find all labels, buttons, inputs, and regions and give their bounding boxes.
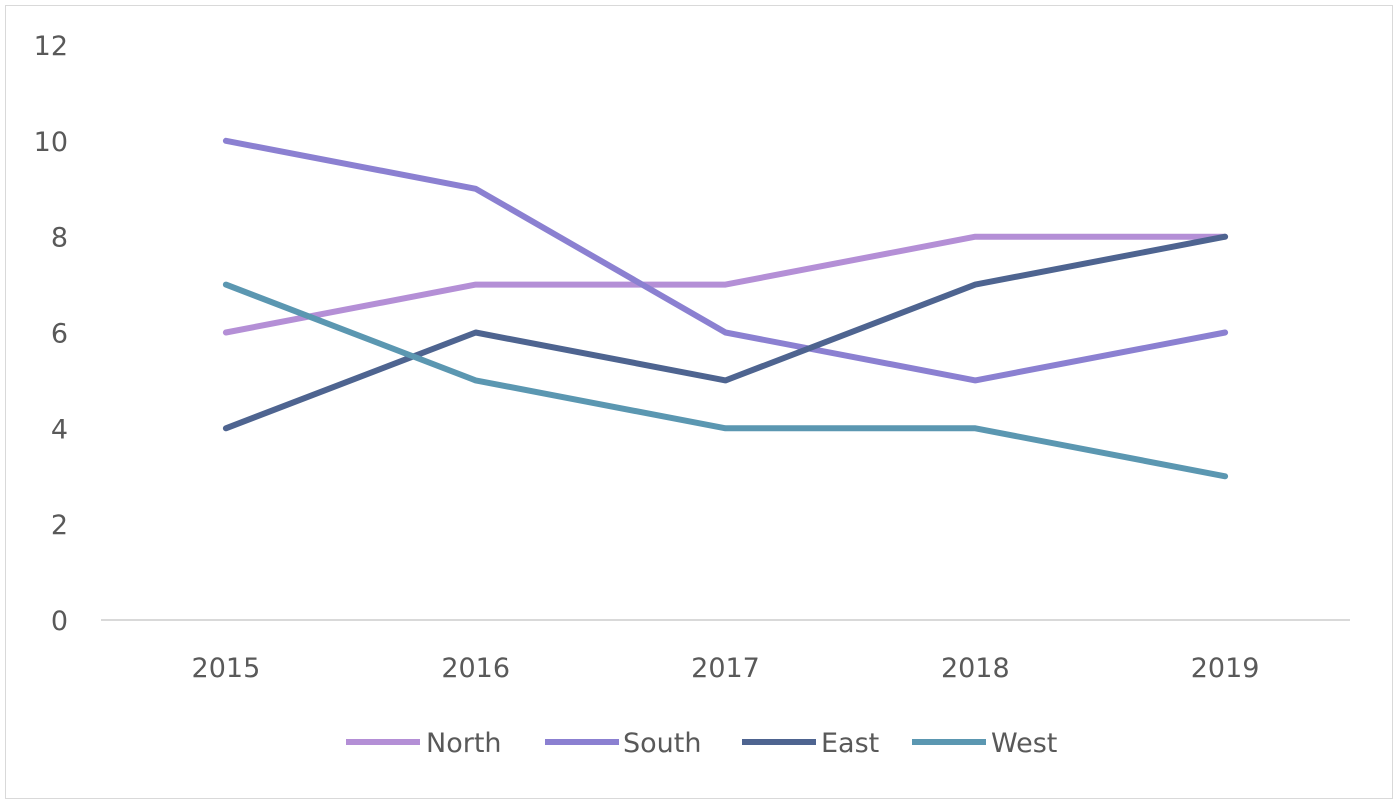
y-tick-label: 8 (51, 223, 68, 254)
y-tick-label: 6 (51, 319, 68, 350)
legend: North South East West (346, 728, 1057, 759)
y-tick-label: 10 (34, 127, 68, 158)
x-axis-ticks: 2015 2016 2017 2018 2019 (192, 653, 1260, 684)
x-tick-label: 2018 (941, 653, 1010, 684)
x-tick-label: 2016 (441, 653, 510, 684)
series-line-north (222, 233, 1229, 336)
y-tick-label: 2 (51, 510, 68, 541)
chart-frame (5, 5, 1393, 799)
legend-label: West (991, 728, 1057, 759)
y-tick-label: 4 (51, 414, 68, 445)
legend-item-south: South (545, 728, 701, 759)
y-tick-label: 0 (51, 606, 68, 637)
series-lines (222, 137, 1229, 480)
legend-item-north: North (346, 728, 502, 759)
x-tick-label: 2019 (1191, 653, 1260, 684)
legend-label: North (426, 728, 502, 759)
series-line-east (222, 233, 1229, 432)
legend-label: East (821, 728, 879, 759)
legend-item-east: East (742, 728, 879, 759)
series-line-south (222, 137, 1229, 384)
legend-label: South (623, 728, 701, 759)
x-tick-label: 2017 (691, 653, 760, 684)
y-tick-label: 12 (34, 31, 68, 62)
series-line-west (222, 281, 1229, 480)
x-tick-label: 2015 (192, 653, 261, 684)
y-axis-ticks: 0 2 4 6 8 10 12 (34, 31, 68, 637)
legend-item-west: West (912, 728, 1057, 759)
